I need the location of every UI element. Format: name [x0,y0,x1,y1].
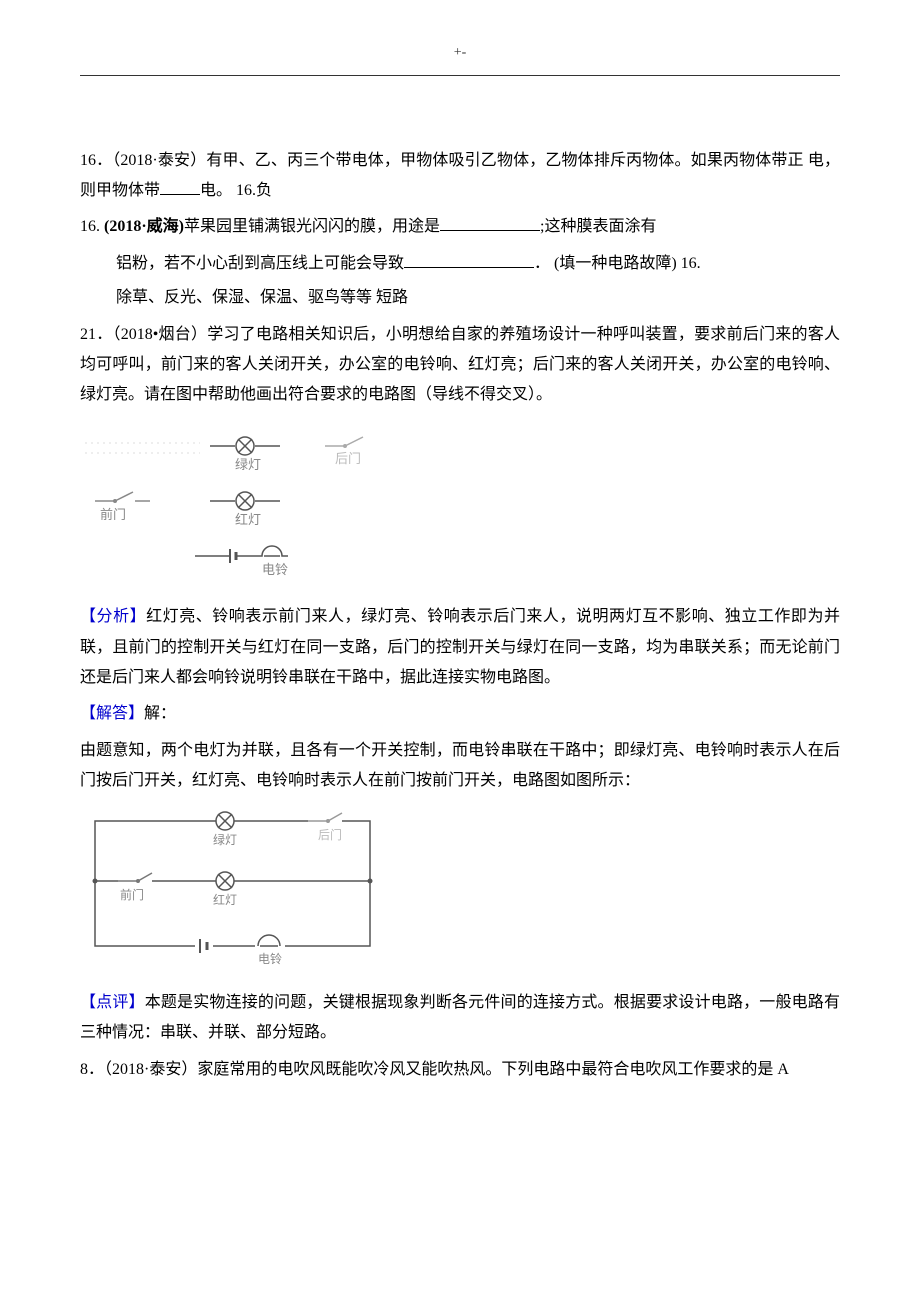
q16b-line1-mid: 苹果园里铺满银光闪闪的膜，用途是 [184,218,440,235]
label-back-2: 后门 [318,827,342,842]
label-front: 前门 [100,507,126,522]
solve-prefix: 解： [144,705,176,722]
q16b-line2-prefix: 铝粉，若不小心刮到高压线上可能会导致 [116,255,404,272]
solve-tag: 【解答】 [80,705,144,722]
q16b-line1: 16. (2018·威海)苹果园里铺满银光闪闪的膜，用途是 ;这种膜表面涂有 [80,212,840,242]
header-rule [80,75,840,76]
label-front-2: 前门 [120,887,144,902]
label-bell-2: 电铃 [258,951,282,966]
q16b-line2: 铝粉，若不小心刮到高压线上可能会导致 ． (填一种电路故障) 16. [116,249,840,279]
label-red: 红灯 [235,512,261,527]
review-text: 本题是实物连接的问题，关键根据现象判断各元件间的连接方式。根据要求设计电路，一般… [80,994,840,1041]
review-para: 【点评】本题是实物连接的问题，关键根据现象判断各元件间的连接方式。根据要求设计电… [80,988,840,1049]
solve-p1: 由题意知，两个电灯为并联，且各有一个开关控制，而电铃串联在干路中；即绿灯亮、电铃… [80,736,840,797]
label-red-2: 红灯 [213,892,237,907]
q16b-indent: 铝粉，若不小心刮到高压线上可能会导致 ． (填一种电路故障) 16. 除草、反光、… [80,249,840,314]
q16b-bold: (2018·威海) [104,218,184,235]
solve-head: 【解答】解： [80,699,840,729]
q16b-blank2 [404,250,534,268]
review-tag: 【点评】 [80,994,145,1011]
label-green-2: 绿灯 [213,832,237,847]
analysis-tag: 【分析】 [80,608,146,625]
q16b-line1-prefix: 16. [80,218,104,235]
label-green: 绿灯 [235,457,261,472]
header-mark: +- [80,40,840,67]
analysis-para: 【分析】红灯亮、铃响表示前门来人，绿灯亮、铃响表示后门来人，说明两灯互不影响、独… [80,602,840,693]
q21-text: 21．（2018•烟台）学习了电路相关知识后，小明想给自家的养殖场设计一种呼叫装… [80,320,840,411]
component-diagram: 绿灯 后门 前门 红灯 [80,421,840,592]
q16b-line3: 除草、反光、保湿、保温、驱鸟等等 短路 [116,283,840,313]
analysis-text: 红灯亮、铃响表示前门来人，绿灯亮、铃响表示后门来人，说明两灯互不影响、独立工作即… [80,608,840,686]
q8-text: 8．（2018·泰安）家庭常用的电吹风既能吹冷风又能吹热风。下列电路中最符合电吹… [80,1055,840,1085]
circuit-diagram: 绿灯 后门 红灯 前门 电铃 [80,806,840,977]
label-bell: 电铃 [262,562,288,577]
q16b-blank1 [440,214,540,232]
q16a-suffix: 电。 16.负 [200,182,272,199]
label-back: 后门 [335,451,361,466]
q16a-text: 16．（2018·泰安）有甲、乙、丙三个带电体，甲物体吸引乙物体，乙物体排斥丙物… [80,146,840,207]
q16b-line1-tail: ;这种膜表面涂有 [540,218,656,235]
q16a-blank [160,177,200,195]
q16b-line2-tail: ． (填一种电路故障) 16. [534,255,701,272]
